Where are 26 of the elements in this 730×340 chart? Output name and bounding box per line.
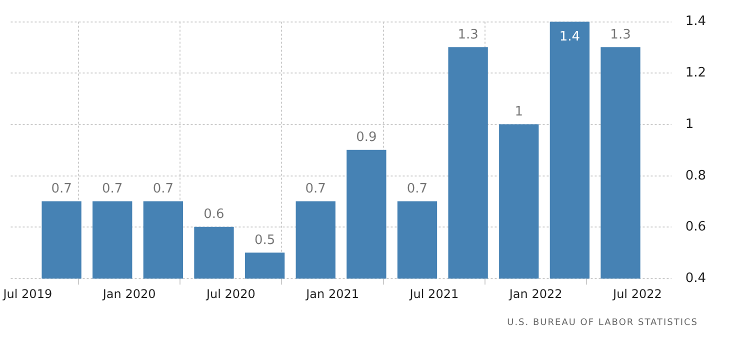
x-tick-label: Jan 2022 [508, 286, 562, 301]
text: U.S. BUREAU OF LABOR STATISTICS [507, 318, 698, 328]
data-label: 1.3 [610, 27, 631, 42]
data-label: 0.7 [152, 181, 174, 196]
x-tick-label: Jul 2019 [2, 286, 52, 301]
data-label: 1.3 [458, 27, 478, 42]
y-tick-label: 1.4 [685, 14, 706, 30]
y-tick-label: 0.4 [685, 270, 706, 286]
data-label: 0.7 [102, 181, 123, 196]
data-label: 0.9 [356, 130, 377, 146]
data-label: 1.4 [559, 30, 580, 45]
data-label: 0.7 [406, 181, 428, 196]
data-label: 0.7 [51, 181, 72, 196]
data-label: 0.5 [254, 232, 276, 248]
x-tick-label: Jul 2021 [408, 286, 459, 301]
y-tick-label: 1 [685, 116, 694, 132]
x-tick-label: Jul 2020 [206, 286, 256, 301]
x-tick-label: Jan 2021 [305, 286, 359, 301]
y-tick-label: 0.8 [685, 168, 706, 184]
data-label: 0.6 [204, 207, 224, 222]
data-label: 0.7 [305, 181, 326, 196]
x-tick-label: Jul 2022 [612, 286, 662, 301]
y-tick-label: 1.2 [685, 66, 706, 81]
y-tick-label: 0.6 [685, 220, 706, 235]
x-tick-label: Jan 2020 [102, 286, 156, 301]
data-label: 1 [514, 104, 524, 120]
